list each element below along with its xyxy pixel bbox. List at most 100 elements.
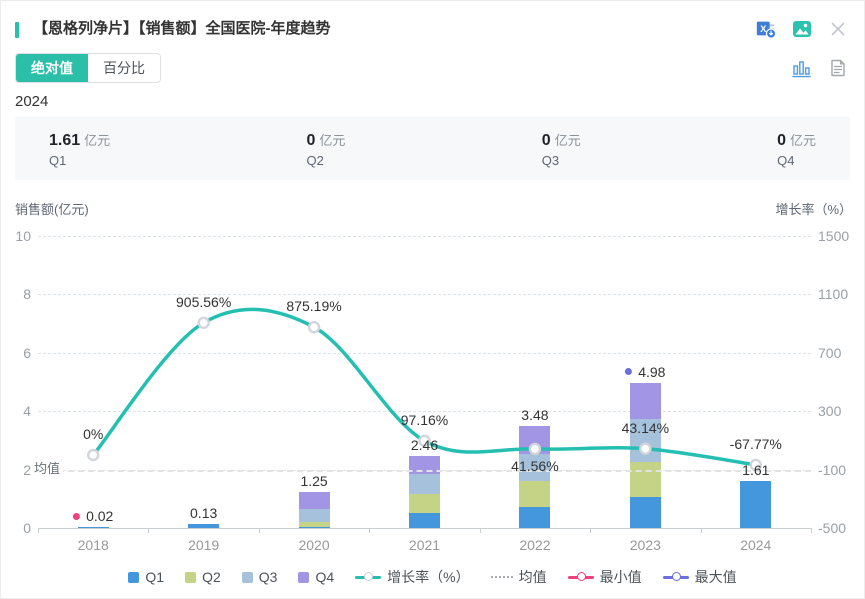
current-year-label: 2024 [15, 93, 49, 110]
growth-line-point[interactable] [639, 442, 652, 455]
x-axis-tick-mark [479, 528, 481, 533]
left-axis-tick: 0 [23, 520, 31, 536]
growth-rate-label: 875.19% [286, 298, 342, 315]
stat-unit: 亿元 [84, 132, 111, 148]
bar-segment-2019-Q1[interactable] [188, 524, 220, 528]
value-mode-tabs: 绝对值 百分比 [15, 53, 161, 83]
bar-segment-2023-Q2[interactable] [629, 462, 661, 498]
growth-line-point[interactable] [749, 458, 762, 472]
legend-swatch-icon [662, 572, 689, 582]
legend-label: Q4 [315, 569, 335, 585]
legend-swatch-icon [128, 571, 140, 583]
quarter-stat-q4: 0 亿元 Q4 [777, 130, 816, 168]
bar-chart-view-icon[interactable] [790, 57, 812, 79]
stat-unit: 亿元 [554, 132, 581, 148]
quarter-stat-q1: 1.61 亿元 Q1 [49, 130, 110, 168]
x-axis-tick-mark [369, 528, 371, 533]
legend-item-[interactable]: 增长率（%） [355, 567, 470, 587]
x-axis-tick-mark [700, 528, 702, 533]
x-axis-year-label: 2022 [519, 537, 551, 553]
growth-line-point[interactable] [418, 434, 431, 448]
growth-line-point[interactable] [528, 442, 542, 456]
x-axis-tick-mark [811, 528, 812, 533]
left-axis-tick: 4 [23, 403, 31, 420]
bar-total-label: 3.48 [521, 407, 549, 424]
left-axis-tick: 6 [23, 344, 31, 361]
svg-text:X: X [760, 24, 767, 34]
bar-total-label: 1.25 [300, 472, 328, 489]
growth-rate-label: 43.14% [621, 419, 670, 436]
x-axis-tick-mark [38, 528, 39, 533]
report-view-icon[interactable] [827, 57, 849, 79]
bar-total-label: 0.13 [190, 505, 218, 522]
stat-quarter-label: Q2 [306, 152, 324, 168]
bar-segment-2020-Q4[interactable] [298, 491, 330, 510]
bar-segment-2021-Q1[interactable] [409, 512, 440, 528]
right-axis-tick: 300 [818, 403, 842, 420]
legend-label: Q2 [202, 569, 221, 585]
stat-quarter-label: Q4 [777, 152, 795, 168]
x-axis-line [38, 528, 811, 529]
bar-segment-2020-Q1[interactable] [298, 527, 330, 529]
tab-absolute-value[interactable]: 绝对值 [16, 54, 88, 82]
left-axis-tick: 2 [23, 461, 31, 478]
legend-item-Q3[interactable]: Q3 [241, 569, 278, 585]
chart-legend: Q1 Q2 Q3 Q4 增长率（%） 均值 最小值 最大值 [1, 567, 864, 587]
bar-segment-2023-Q1[interactable] [629, 497, 661, 528]
growth-line-point[interactable] [87, 448, 100, 462]
excel-export-icon[interactable]: X [755, 18, 777, 40]
growth-line-point[interactable] [307, 321, 321, 334]
max-value-dot [625, 368, 633, 376]
growth-rate-label: -67.77% [729, 435, 782, 452]
bar-segment-2021-Q3[interactable] [409, 473, 440, 494]
stat-quarter-label: Q1 [49, 152, 67, 168]
legend-label: 最小值 [599, 569, 642, 585]
right-axis-title: 增长率（%） [775, 202, 852, 217]
mean-line-label: 均值 [34, 460, 64, 477]
left-axis-tick: 10 [15, 228, 31, 244]
bar-segment-2020-Q3[interactable] [298, 509, 330, 523]
mean-line [38, 469, 811, 472]
legend-swatch-icon [241, 571, 253, 583]
legend-item-Q2[interactable]: Q2 [185, 569, 221, 585]
legend-label: 均值 [518, 569, 547, 585]
bar-segment-2018-Q1[interactable] [77, 527, 109, 529]
bar-segment-2022-Q1[interactable] [519, 506, 551, 528]
gridline [38, 236, 811, 237]
bar-segment-2020-Q2[interactable] [298, 522, 330, 528]
growth-rate-label: 41.56% [511, 457, 559, 474]
bar-segment-2023-Q4[interactable] [629, 382, 661, 420]
bar-total-label: 0.02 [73, 508, 113, 524]
x-axis-tick-mark [590, 528, 592, 533]
x-axis-year-label: 2021 [408, 537, 441, 553]
legend-label: 增长率（%） [387, 569, 470, 585]
tab-percentage[interactable]: 百分比 [88, 54, 160, 82]
bar-segment-2024-Q1[interactable] [740, 480, 772, 528]
growth-rate-label: 905.56% [176, 293, 232, 310]
x-axis-tick-mark [258, 528, 260, 533]
legend-item-[interactable]: 最大值 [662, 567, 737, 587]
stat-value: 1.61 [49, 131, 81, 149]
image-export-icon[interactable] [791, 18, 813, 40]
legend-item-[interactable]: 均值 [490, 567, 547, 587]
legend-label: Q3 [258, 569, 278, 585]
legend-label: 最大值 [694, 569, 737, 585]
legend-swatch-icon [298, 571, 310, 583]
x-axis-year-label: 2019 [188, 537, 220, 553]
title-accent-bar [15, 22, 19, 38]
legend-item-Q4[interactable]: Q4 [298, 569, 334, 585]
close-icon[interactable] [827, 18, 849, 40]
legend-item-Q1[interactable]: Q1 [128, 569, 164, 585]
legend-swatch-icon [567, 572, 594, 582]
growth-rate-label: 0% [83, 426, 104, 442]
bar-segment-2022-Q2[interactable] [519, 481, 551, 507]
left-axis-tick: 8 [23, 286, 31, 303]
bar-total-label: 1.61 [742, 461, 770, 478]
legend-swatch-icon [355, 572, 382, 582]
quarter-stat-q3: 0 亿元 Q3 [542, 130, 581, 168]
legend-item-[interactable]: 最小值 [567, 567, 642, 587]
bar-segment-2021-Q2[interactable] [409, 493, 440, 513]
growth-line-point[interactable] [197, 316, 210, 329]
right-axis-tick: 1100 [818, 286, 849, 303]
